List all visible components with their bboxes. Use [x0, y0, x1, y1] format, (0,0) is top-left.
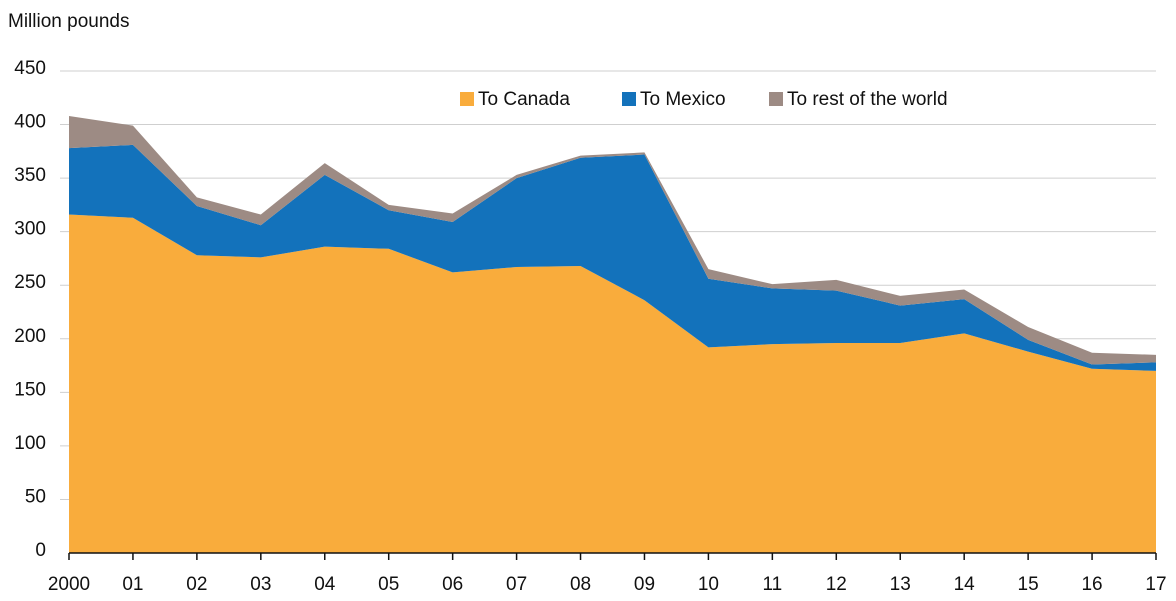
legend-label: To rest of the world: [787, 89, 948, 110]
x-tick-label: 10: [698, 574, 719, 595]
x-tick-label: 15: [1018, 574, 1039, 595]
x-tick-label: 06: [442, 574, 463, 595]
x-tick-label: 2000: [48, 574, 90, 595]
x-tick-label: 13: [890, 574, 911, 595]
y-tick-label: 250: [14, 272, 46, 293]
legend-label: To Canada: [478, 89, 570, 110]
y-axis-label: Million pounds: [8, 11, 129, 32]
x-tick-label: 09: [634, 574, 655, 595]
y-tick-label: 450: [14, 58, 46, 79]
y-tick-label: 350: [14, 165, 46, 186]
x-tick-label: 01: [122, 574, 143, 595]
y-tick-label: 100: [14, 433, 46, 454]
y-tick-label: 300: [14, 219, 46, 240]
x-tick-label: 03: [250, 574, 271, 595]
legend-label: To Mexico: [640, 89, 726, 110]
area: [69, 115, 1156, 365]
x-tick-label: 02: [186, 574, 207, 595]
x-tick-label: 12: [826, 574, 847, 595]
legend-swatch: [460, 92, 474, 106]
x-tick-label: 04: [314, 574, 336, 595]
x-tick-label: 08: [570, 574, 591, 595]
area: [69, 144, 1156, 371]
x-tick-label: 17: [1145, 574, 1166, 595]
x-tick-label: 14: [954, 574, 976, 595]
y-tick-label: 150: [14, 379, 46, 400]
y-tick-label: 200: [14, 326, 46, 347]
y-tick-label: 0: [35, 540, 46, 561]
area: [69, 214, 1156, 554]
x-tick-label: 16: [1081, 574, 1102, 595]
y-tick-label: 50: [25, 486, 46, 507]
y-tick-label: 400: [14, 112, 46, 133]
x-tick-label: 05: [378, 574, 399, 595]
x-tick-label: 11: [762, 574, 782, 595]
legend-swatch: [769, 92, 783, 106]
legend-swatch: [622, 92, 636, 106]
x-tick-label: 07: [506, 574, 527, 595]
